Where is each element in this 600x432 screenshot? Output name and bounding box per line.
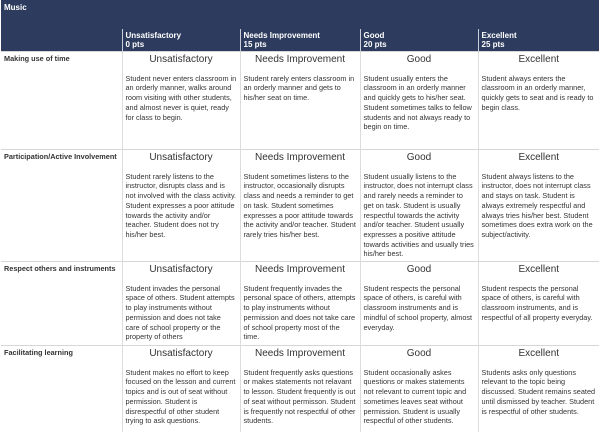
level-points: 15 pts	[243, 40, 267, 49]
rubric-cell: Excellent Student always listens to the i…	[477, 148, 599, 262]
criterion-name: Respect others and instruments	[1, 261, 122, 346]
cell-description: Student frequently asks questions or mak…	[243, 367, 356, 426]
level-name: Excellent	[481, 31, 517, 40]
cell-description: Student never enters classroom in an ord…	[125, 73, 237, 122]
rubric-cell: Unsatisfactory Student makes no effort to…	[121, 345, 240, 432]
level-name: Needs Improvement	[243, 31, 320, 40]
header-level: Unsatisfactory 0 pts	[121, 29, 240, 52]
rubric-cell: Good Student usually listens to the instr…	[359, 148, 478, 262]
cell-level: Excellent	[518, 348, 560, 360]
cell-description: Students asks only questions relevant to…	[481, 367, 596, 416]
criterion-name: Participation/Active Involvement	[1, 148, 122, 262]
cell-description: Student rarely listens to the instructor…	[125, 171, 237, 239]
cell-level: Needs Improvement	[254, 54, 346, 65]
rubric-cell: Good Student respects the personal space …	[359, 261, 478, 346]
cell-description: Student respects the personal space of o…	[481, 283, 593, 322]
rubric-cell: Excellent Student always enters the class…	[477, 51, 599, 150]
cell-level: Needs Improvement	[254, 264, 346, 276]
header-level: Good 20 pts	[359, 29, 478, 52]
level-points: 20 pts	[363, 40, 387, 49]
cell-description: Student usually enters the classroom in …	[363, 73, 472, 132]
header-blank	[1, 29, 122, 52]
rubric-cell: Good Student occasionally askes questions…	[359, 345, 478, 432]
rubric-cell: Unsatisfactory Student rarely listens to …	[121, 148, 240, 262]
level-points: 25 pts	[481, 40, 505, 49]
cell-level: Unsatisfactory	[149, 348, 213, 360]
criterion-row: Making use of time Unsatisfactory Student …	[1, 51, 599, 150]
cell-level: Excellent	[518, 152, 560, 163]
cell-level: Good	[406, 264, 432, 276]
cell-level: Unsatisfactory	[149, 54, 213, 65]
rubric-title: Music	[1, 0, 599, 29]
rubric-cell: Unsatisfactory Student never enters class…	[121, 51, 240, 150]
cell-level: Excellent	[518, 264, 560, 276]
criterion-row: Participation/Active Involvement Unsatisf…	[1, 148, 599, 262]
rubric-cell: Needs Improvement Student sometimes liste…	[239, 148, 360, 262]
cell-level: Excellent	[518, 54, 560, 65]
rubric-cell: Excellent Student respects the personal s…	[477, 261, 599, 346]
rubric-cell: Excellent Students asks only questions re…	[477, 345, 599, 432]
header-level: Excellent 25 pts	[477, 29, 599, 52]
rubric-cell: Needs Improvement Student frequently inva…	[239, 261, 360, 346]
cell-description: Student always enters the classroom in a…	[481, 73, 594, 112]
cell-level: Needs Improvement	[254, 152, 346, 163]
cell-description: Student always listens to the instructor…	[481, 171, 593, 239]
criterion-name: Facilitating learning	[1, 345, 122, 432]
criterion-row: Respect others and instruments Unsatisfac…	[1, 261, 599, 346]
rubric-cell: Needs Improvement Student frequently asks…	[239, 345, 360, 432]
cell-description: Student rarely enters classroom in an or…	[243, 73, 355, 103]
cell-description: Student makes no effort to keep focused …	[125, 367, 236, 426]
cell-description: Student frequently invades the personal …	[243, 283, 356, 342]
cell-level: Good	[406, 348, 432, 360]
cell-description: Student occasionally askes questions or …	[363, 367, 467, 426]
rubric-cell: Good Student usually enters the classroom…	[359, 51, 478, 150]
criterion-name: Making use of time	[1, 51, 122, 150]
rubric-cell: Unsatisfactory Student invades the person…	[121, 261, 240, 346]
level-name: Unsatisfactory	[125, 31, 182, 40]
cell-level: Good	[406, 152, 432, 163]
cell-level: Unsatisfactory	[149, 264, 213, 276]
cell-description: Student usually listens to the instructo…	[363, 171, 474, 259]
cell-level: Good	[406, 54, 432, 65]
cell-description: Student respects the personal space of o…	[363, 283, 473, 332]
level-name: Good	[363, 31, 385, 40]
header-level: Needs Improvement 15 pts	[239, 29, 360, 52]
cell-description: Student invades the personal space of ot…	[125, 283, 235, 342]
cell-level: Unsatisfactory	[149, 152, 213, 163]
cell-description: Student sometimes listens to the instruc…	[243, 171, 356, 239]
level-points: 0 pts	[125, 40, 145, 49]
cell-level: Needs Improvement	[254, 348, 346, 360]
rubric-cell: Needs Improvement Student rarely enters c…	[239, 51, 360, 150]
criterion-row: Facilitating learning Unsatisfactory Stude…	[1, 345, 599, 432]
